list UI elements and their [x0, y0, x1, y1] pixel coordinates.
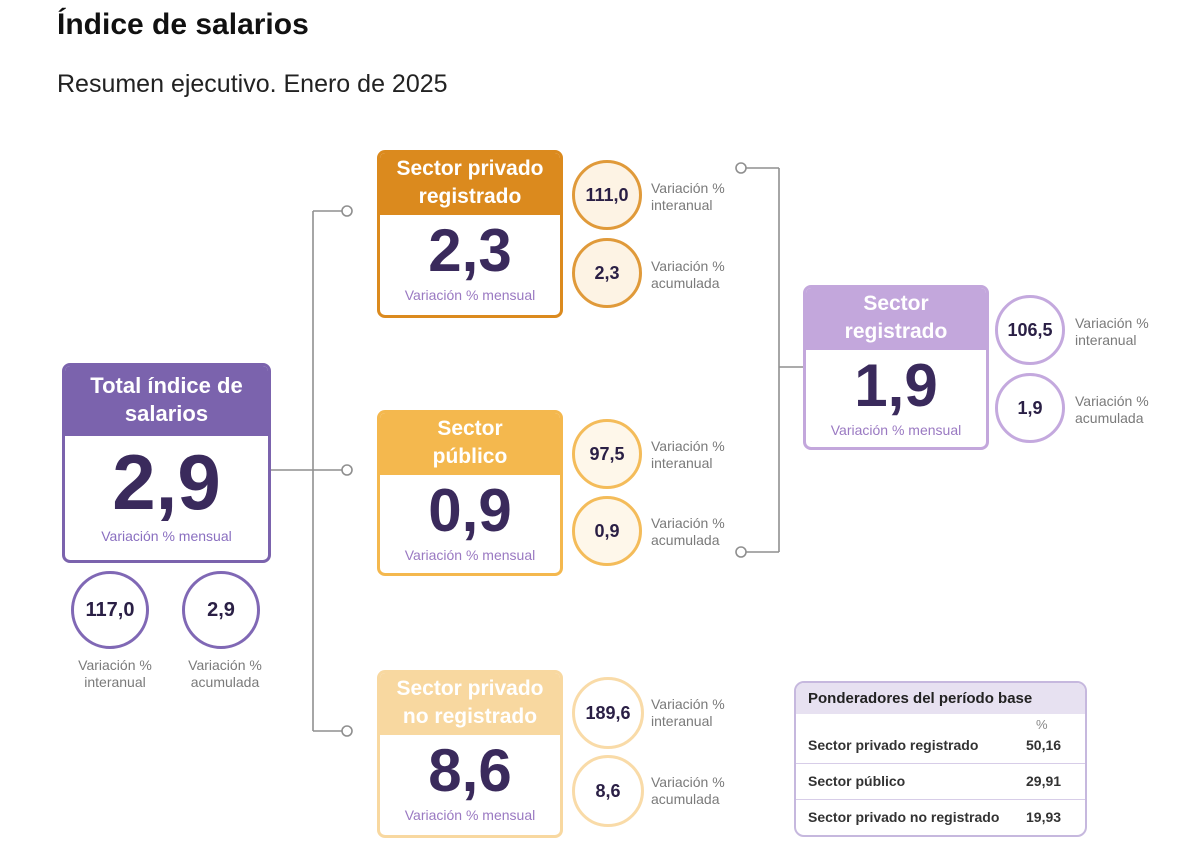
publico-heading: Sector público [380, 413, 560, 475]
publico-acumulada-circle: 0,9 [572, 496, 642, 566]
registrado-interanual-circle: 106,5 [995, 295, 1065, 365]
privado-registrado-acumulada-label: Variación % acumulada [651, 258, 725, 291]
page-title: Índice de salarios [57, 8, 309, 41]
total-card-heading: Total índice de salarios [65, 366, 268, 436]
ponderadores-unit: % [1036, 717, 1048, 732]
privado-registrado-acumulada-circle: 2,3 [572, 238, 642, 308]
registrado-foot: Variación % mensual [830, 422, 962, 438]
registrado-value: 1,9 [854, 352, 938, 419]
total-acumulada-circle: 2,9 [182, 571, 260, 649]
privado-no-registrado-value: 8,6 [428, 737, 512, 804]
privado-registrado-foot: Variación % mensual [404, 287, 536, 303]
privado-registrado-card: Sector privado registrado 2,3 Variación … [377, 150, 563, 318]
privado-registrado-interanual-label: Variación % interanual [651, 180, 725, 213]
row-divider [796, 763, 1085, 764]
privado-no-registrado-acumulada-circle: 8,6 [572, 755, 644, 827]
total-card: Total índice de salarios 2,9 Variación %… [62, 363, 271, 563]
privado-registrado-interanual-circle: 111,0 [572, 160, 642, 230]
row-value: 50,16 [1026, 737, 1062, 753]
row-value: 29,91 [1026, 773, 1062, 789]
total-interanual-circle: 117,0 [71, 571, 149, 649]
total-acumulada-label: Variación % acumulada [188, 657, 262, 690]
publico-card: Sector público 0,9 Variación % mensual [377, 410, 563, 576]
row-label: Sector privado registrado [808, 737, 979, 753]
ponderadores-heading: Ponderadores del período base [796, 683, 1085, 714]
privado-no-registrado-interanual-label: Variación % interanual [651, 696, 725, 729]
registrado-acumulada-circle: 1,9 [995, 373, 1065, 443]
publico-foot: Variación % mensual [404, 547, 536, 563]
row-divider [796, 799, 1085, 800]
privado-no-registrado-card: Sector privado no registrado 8,6 Variaci… [377, 670, 563, 838]
publico-interanual-circle: 97,5 [572, 419, 642, 489]
publico-value: 0,9 [428, 477, 512, 544]
privado-registrado-value: 2,3 [428, 217, 512, 284]
registrado-interanual-label: Variación % interanual [1075, 315, 1149, 348]
privado-no-registrado-foot: Variación % mensual [404, 807, 536, 823]
total-interanual-label: Variación % interanual [78, 657, 152, 690]
privado-no-registrado-acumulada-label: Variación % acumulada [651, 774, 725, 807]
row-label: Sector privado no registrado [808, 809, 1000, 825]
ponderadores-table: Ponderadores del período base % Sector p… [794, 681, 1087, 837]
registrado-acumulada-label: Variación % acumulada [1075, 393, 1149, 426]
row-label: Sector público [808, 773, 906, 789]
row-value: 19,93 [1026, 809, 1062, 825]
registrado-card: Sector registrado 1,9 Variación % mensua… [803, 285, 989, 450]
page-subtitle: Resumen ejecutivo. Enero de 2025 [57, 70, 448, 98]
publico-acumulada-label: Variación % acumulada [651, 515, 725, 548]
publico-interanual-label: Variación % interanual [651, 438, 725, 471]
privado-no-registrado-interanual-circle: 189,6 [572, 677, 644, 749]
total-card-foot: Variación % mensual [101, 528, 232, 544]
privado-registrado-heading: Sector privado registrado [380, 153, 560, 215]
registrado-heading: Sector registrado [806, 288, 986, 350]
privado-no-registrado-heading: Sector privado no registrado [380, 673, 560, 735]
total-card-value: 2,9 [112, 438, 221, 526]
